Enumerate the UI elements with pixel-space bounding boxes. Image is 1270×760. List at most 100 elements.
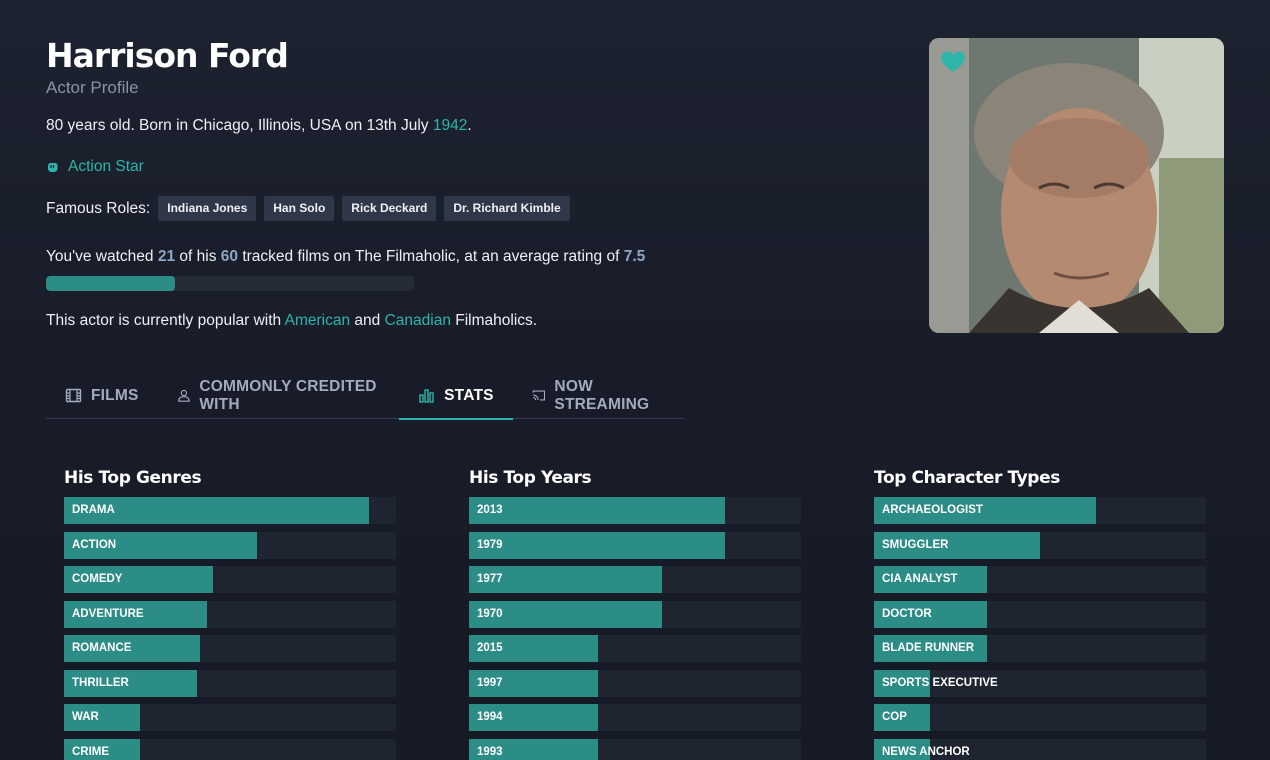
watched-count: 21	[157, 248, 176, 265]
stat-bar-row[interactable]: NEWS ANCHOR	[874, 738, 1206, 760]
stat-bar-fill	[469, 635, 599, 662]
stat-bar-fill	[469, 738, 599, 760]
bar-chart-icon	[419, 389, 434, 403]
stat-bar-row[interactable]: SMUGGLER	[874, 531, 1206, 559]
watched-text: You've watched	[46, 248, 158, 265]
stat-bar-fill	[64, 738, 141, 760]
stat-bar-fill	[469, 497, 725, 524]
stat-bar-fill	[64, 600, 207, 628]
stat-bar-row[interactable]: COP	[874, 704, 1206, 731]
stat-bar-row[interactable]: COMEDY	[64, 566, 396, 593]
stat-bar-row[interactable]: BLADE RUNNER	[874, 635, 1206, 662]
stat-bar-fill	[874, 531, 1040, 559]
stat-bar-label: ADVENTURE	[72, 607, 144, 620]
profile-tabs: FILMS COMMONLY CREDITED WITH STATS NOW S…	[46, 372, 685, 420]
stat-bar-fill	[874, 566, 987, 593]
panel-title: His Top Genres	[64, 468, 202, 488]
popular-text: This actor is currently popular with	[46, 312, 285, 329]
tab-label: STATS	[444, 386, 494, 404]
stat-bar-label: COMEDY	[72, 573, 123, 585]
stat-bar-fill	[874, 600, 987, 628]
stat-bar-label: ROMANCE	[72, 642, 132, 654]
stat-bar-row[interactable]: 2015	[469, 635, 801, 662]
actor-bio: 80 years old. Born in Chicago, Illinois,…	[46, 117, 472, 135]
film-icon	[65, 388, 82, 403]
stat-bar-row[interactable]: DOCTOR	[874, 600, 1206, 628]
stat-bar-row[interactable]: 1979	[469, 531, 801, 559]
stat-bar-fill	[874, 497, 1097, 524]
country-link-canadian[interactable]: Canadian	[384, 312, 451, 329]
stat-bar-label: COP	[882, 711, 907, 723]
stat-bar-label: CIA ANALYST	[882, 573, 958, 585]
actor-name: Harrison Ford	[46, 36, 289, 75]
stat-bar-label: 1994	[477, 711, 503, 723]
stat-bar-row[interactable]: 1997	[469, 669, 801, 697]
role-chip[interactable]: Dr. Richard Kimble	[444, 196, 570, 221]
stat-bar-row[interactable]: 2013	[469, 497, 801, 524]
progress-fill	[46, 276, 175, 291]
stat-bar-label: WAR	[72, 711, 99, 723]
stat-bar-row[interactable]: ROMANCE	[64, 635, 396, 662]
role-chip[interactable]: Han Solo	[264, 196, 335, 221]
stat-bar-row[interactable]: 1994	[469, 704, 801, 731]
stat-bar-fill	[469, 600, 662, 628]
stat-bar-fill	[874, 635, 987, 662]
famous-roles: Famous Roles: Indiana Jones Han Solo Ric…	[46, 196, 578, 221]
tab-commonly-credited-with[interactable]: COMMONLY CREDITED WITH	[158, 372, 400, 419]
stat-bar-row[interactable]: ADVENTURE	[64, 600, 396, 628]
tab-label: COMMONLY CREDITED WITH	[199, 377, 377, 413]
tab-films[interactable]: FILMS	[46, 372, 158, 419]
tab-now-streaming[interactable]: NOW STREAMING	[513, 372, 685, 419]
stat-bar-row[interactable]: 1977	[469, 566, 801, 593]
top-genres-panel: His Top Genres DRAMA ACTION COMEDY ADVENTUR…	[64, 468, 396, 760]
stat-bar-row[interactable]: 1970	[469, 600, 801, 628]
tab-stats[interactable]: STATS	[399, 372, 513, 420]
famous-roles-label: Famous Roles:	[46, 199, 151, 217]
stat-bar-label: THRILLER	[72, 676, 129, 689]
watched-text: of his	[175, 248, 221, 265]
role-chip[interactable]: Rick Deckard	[342, 196, 437, 221]
tab-label: FILMS	[91, 386, 139, 404]
bar-list: 2013 1979 1977 1970 2015 1997 1994 1993	[469, 497, 801, 760]
country-link-american[interactable]: American	[284, 312, 351, 329]
stat-bar-row[interactable]: CRIME	[64, 738, 396, 760]
stat-bar-row[interactable]: ARCHAEOLOGIST	[874, 497, 1206, 524]
stat-bar-label: 1977	[477, 573, 503, 585]
action-star-badge[interactable]: Action Star	[46, 158, 144, 176]
stat-bar-row[interactable]: CIA ANALYST	[874, 566, 1206, 593]
watched-summary: You've watched 21 of his 60 tracked film…	[46, 248, 645, 266]
stat-bar-label: ARCHAEOLOGIST	[882, 504, 983, 516]
stat-bar-fill	[469, 566, 662, 593]
stat-bar-fill	[64, 669, 197, 697]
stat-bar-row[interactable]: THRILLER	[64, 669, 396, 697]
stat-bar-label: DRAMA	[72, 504, 115, 516]
stat-bar-label: BLADE RUNNER	[882, 642, 974, 654]
stat-bar-fill	[874, 669, 931, 697]
tracked-total: 60	[220, 248, 239, 265]
popular-text: and	[350, 312, 385, 329]
stat-bar-label: SPORTS EXECUTIVE	[882, 676, 998, 689]
role-chip[interactable]: Indiana Jones	[158, 196, 257, 221]
stat-bar-label: ACTION	[72, 538, 117, 551]
tab-label: NOW STREAMING	[554, 377, 650, 413]
stat-bar-fill	[64, 704, 141, 731]
bio-suffix: .	[467, 117, 472, 134]
stat-bar-fill	[64, 566, 214, 593]
birth-year-link[interactable]: 1942	[432, 117, 468, 134]
stat-bar-row[interactable]: WAR	[64, 704, 396, 731]
actor-photo	[929, 38, 1224, 333]
top-years-panel: His Top Years 2013 1979 1977 1970 2015 1997 19…	[469, 468, 801, 760]
stat-bar-label: NEWS ANCHOR	[882, 745, 970, 758]
page-subtitle: Actor Profile	[46, 78, 139, 97]
stat-bar-row[interactable]: SPORTS EXECUTIVE	[874, 669, 1206, 697]
stat-bar-fill	[64, 531, 257, 559]
stat-bar-label: DOCTOR	[882, 607, 932, 620]
stat-bar-row[interactable]: DRAMA	[64, 497, 396, 524]
stat-bar-fill	[469, 704, 599, 731]
stat-bar-row[interactable]: ACTION	[64, 531, 396, 559]
stat-bar-row[interactable]: 1993	[469, 738, 801, 760]
stat-bar-fill	[469, 531, 725, 559]
badge-label: Action Star	[68, 158, 144, 175]
heart-icon[interactable]	[940, 50, 966, 74]
stat-bar-label: CRIME	[72, 745, 110, 758]
